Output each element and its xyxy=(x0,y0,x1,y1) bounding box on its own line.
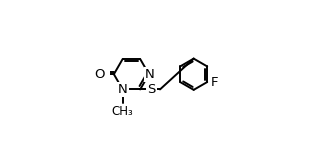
Text: N: N xyxy=(145,68,155,81)
Text: O: O xyxy=(94,68,105,81)
Text: N: N xyxy=(118,83,127,96)
Text: F: F xyxy=(211,76,218,88)
Text: CH₃: CH₃ xyxy=(112,105,134,118)
Text: S: S xyxy=(147,83,156,96)
